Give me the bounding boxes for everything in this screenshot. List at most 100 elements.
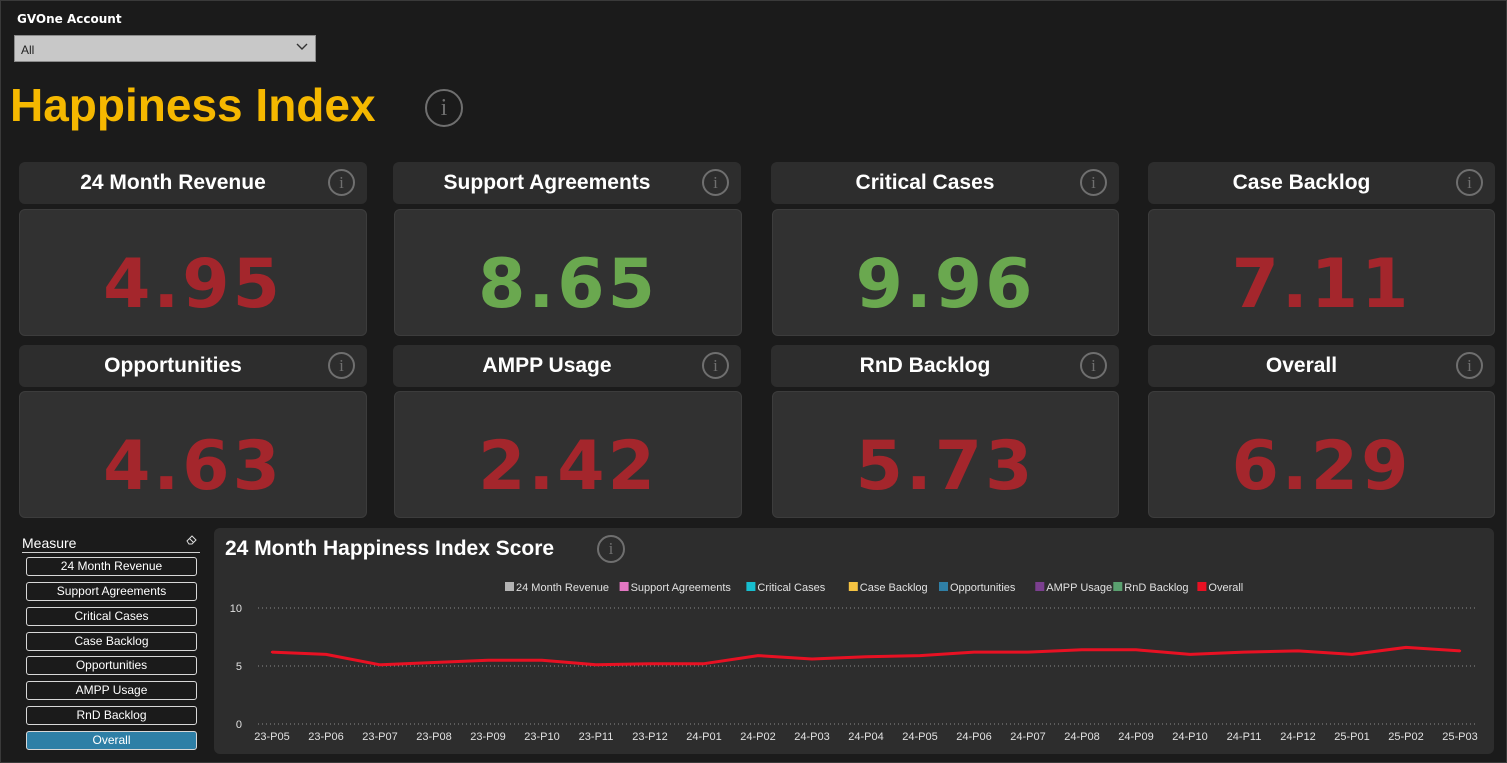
data-point — [756, 654, 760, 657]
card-critical-cases: 9.96 — [772, 209, 1119, 336]
data-point — [1242, 650, 1246, 654]
info-icon[interactable]: i — [702, 352, 729, 379]
x-tick-label: 24-P08 — [1064, 731, 1099, 743]
data-point — [702, 662, 706, 665]
card-header-overall: Overall i — [1148, 345, 1495, 387]
x-tick-label: 25-P03 — [1442, 731, 1477, 743]
x-tick-label: 24-P01 — [686, 731, 721, 743]
x-tick-label: 24-P03 — [794, 731, 829, 743]
info-icon[interactable]: i — [1080, 352, 1107, 379]
account-filter-dropdown[interactable]: All — [14, 35, 316, 62]
data-point — [378, 663, 382, 667]
card-24-month-revenue: 4.95 — [19, 209, 367, 336]
account-filter-label: GVOne Account — [17, 12, 122, 26]
line-chart: 24 Month Revenue Support Agreements Critic… — [230, 582, 1478, 743]
info-icon[interactable]: i — [1456, 169, 1483, 196]
slicer-item-support-agreements[interactable]: Support Agreements — [26, 581, 197, 601]
legend-swatch — [619, 582, 629, 591]
data-point — [324, 653, 328, 656]
card-title: Critical Cases — [855, 171, 995, 194]
x-tick-label: 24-P02 — [740, 731, 775, 743]
kpi-value: 7.11 — [1231, 245, 1412, 324]
card-title: AMPP Usage — [482, 354, 612, 377]
happiness-chart-panel: 24 Month Happiness Index Score i 24 Mont… — [214, 528, 1494, 754]
slicer-header: Measure — [22, 533, 200, 553]
legend-swatch — [505, 582, 514, 591]
x-tick-label: 25-P01 — [1334, 731, 1369, 743]
card-header-rnd-backlog: RnD Backlog i — [771, 345, 1119, 387]
kpi-value: 4.63 — [103, 427, 283, 506]
slicer-item-overall[interactable]: Overall — [26, 730, 197, 750]
x-tick-label: 23-P11 — [579, 731, 614, 743]
kpi-value: 5.73 — [855, 427, 1036, 506]
info-icon[interactable]: i — [702, 169, 729, 196]
info-icon[interactable]: i — [1456, 352, 1483, 379]
info-icon[interactable]: i — [597, 535, 625, 563]
x-tick-label: 23-P07 — [362, 731, 397, 743]
info-icon[interactable]: i — [328, 169, 355, 196]
info-icon[interactable]: i — [328, 352, 355, 379]
data-point — [1350, 653, 1354, 656]
x-tick-label: 23-P10 — [524, 731, 559, 743]
info-icon[interactable]: i — [425, 89, 463, 127]
slicer-item-opportunities[interactable]: Opportunities — [26, 656, 197, 676]
legend-label: Overall — [1208, 582, 1243, 594]
x-tick-label: 23-P06 — [308, 731, 343, 743]
legend-label: Support Agreements — [631, 582, 732, 594]
data-point — [594, 663, 598, 667]
legend-label: Critical Cases — [757, 582, 825, 594]
card-header-opportunities: Opportunities i — [19, 345, 367, 387]
x-tick-label: 24-P12 — [1280, 731, 1315, 743]
x-tick-label: 23-P05 — [254, 731, 289, 743]
data-point — [432, 661, 436, 664]
slicer-item-ampp-usage[interactable]: AMPP Usage — [26, 681, 197, 701]
data-point — [1188, 653, 1192, 656]
x-tick-label: 23-P08 — [416, 731, 451, 743]
data-point — [864, 655, 868, 658]
card-overall: 6.29 — [1148, 391, 1495, 518]
card-rnd-backlog: 5.73 — [772, 391, 1119, 518]
data-point — [270, 650, 274, 654]
x-tick-label: 24-P05 — [902, 731, 937, 743]
card-title: Opportunities — [104, 354, 242, 377]
x-tick-label: 25-P02 — [1388, 731, 1423, 743]
x-tick-label: 23-P12 — [632, 731, 667, 743]
slicer-item-rnd-backlog[interactable]: RnD Backlog — [26, 706, 197, 726]
page-title: Happiness Index — [10, 79, 376, 131]
data-point — [1296, 649, 1300, 653]
card-case-backlog: 7.11 — [1148, 209, 1495, 336]
legend-label: 24 Month Revenue — [516, 582, 609, 594]
card-ampp-usage: 2.42 — [394, 391, 742, 518]
x-tick-label: 24-P06 — [956, 731, 991, 743]
legend-swatch — [1113, 582, 1123, 591]
legend-swatch — [939, 582, 948, 591]
x-tick-label: 24-P07 — [1010, 731, 1045, 743]
slicer-item-case-backlog[interactable]: Case Backlog — [26, 631, 197, 651]
chevron-down-icon — [296, 43, 308, 50]
card-title: Support Agreements — [443, 171, 651, 194]
eraser-icon[interactable] — [186, 534, 197, 545]
data-point — [1458, 649, 1462, 653]
legend-label: RnD Backlog — [1124, 582, 1188, 594]
kpi-value: 8.65 — [478, 245, 658, 324]
info-icon[interactable]: i — [1080, 169, 1107, 196]
slicer-item-24-month-revenue[interactable]: 24 Month Revenue — [26, 557, 197, 576]
data-point — [540, 659, 544, 662]
account-filter-value: All — [21, 43, 35, 57]
data-point — [1134, 648, 1138, 651]
x-tick-label: 24-P10 — [1172, 731, 1207, 743]
card-support-agreements: 8.65 — [394, 209, 742, 336]
legend-swatch — [746, 582, 756, 591]
legend-swatch — [1035, 582, 1045, 591]
card-title: RnD Backlog — [859, 354, 991, 377]
x-tick-label: 23-P09 — [470, 731, 505, 743]
card-title: Overall — [1265, 354, 1338, 377]
kpi-value: 4.95 — [103, 245, 283, 324]
card-header-ampp-usage: AMPP Usage i — [393, 345, 741, 387]
card-header-24-month-revenue: 24 Month Revenue i — [19, 162, 367, 204]
data-point — [918, 654, 922, 657]
slicer-item-critical-cases[interactable]: Critical Cases — [26, 606, 197, 626]
kpi-value: 9.96 — [855, 245, 1036, 324]
card-header-case-backlog: Case Backlog i — [1148, 162, 1495, 204]
kpi-value: 2.42 — [478, 427, 658, 506]
